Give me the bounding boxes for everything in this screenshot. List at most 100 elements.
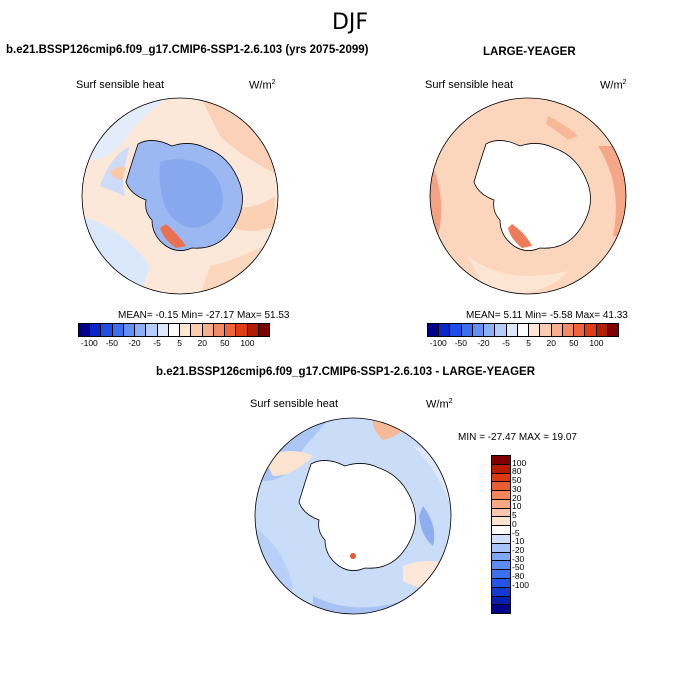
colorbar-swatch (157, 324, 169, 336)
colorbar-swatch (90, 324, 102, 336)
colorbar-swatches (78, 323, 270, 337)
colorbar-tick-label: -100 (429, 338, 447, 348)
colorbar-tick-label: 50 (220, 338, 230, 348)
colorbar-swatch (574, 324, 586, 336)
colorbar-top-right-ticks: -100 -50 -20 -5 5 20 50 100 (0, 338, 700, 350)
panel-right-stats: MEAN= 5.11 Min= -5.58 Max= 41.33 (466, 310, 628, 321)
colorbar-swatch (439, 324, 451, 336)
colorbar-tick-label: 5 (177, 338, 182, 348)
colorbar-tick-label: 80 (512, 466, 522, 477)
colorbar-swatch (562, 324, 575, 336)
colorbar-top-left (78, 323, 270, 337)
colorbar-tick-label: -20 (477, 338, 490, 348)
colorbar-tick-label: 50 (569, 338, 579, 348)
colorbar-top-left-ticks: -100 -50 -20 -5 5 20 50 100 (0, 338, 700, 350)
colorbar-tick-label: 50 (512, 475, 522, 486)
colorbar-swatch (540, 324, 552, 336)
colorbar-tick-label: 20 (512, 492, 522, 503)
colorbar-swatch (191, 324, 203, 336)
panel-bottom-stats: MIN = -27.47 MAX = 19.07 (458, 432, 577, 443)
panel-left-title: b.e21.BSSP126cmip6.f09_g17.CMIP6-SSP1-2.… (6, 44, 369, 56)
colorbar-swatch (492, 526, 510, 536)
colorbar-swatches (427, 323, 619, 337)
colorbar-tick-label: 5 (526, 338, 531, 348)
colorbar-tick-label: -5 (512, 527, 520, 538)
panel-left-stats: MEAN= -0.15 Min= -27.17 Max= 51.53 (118, 310, 290, 321)
colorbar-swatch (492, 456, 510, 465)
colorbar-tick-label: -100 (512, 579, 530, 590)
colorbar-tick-label: 0 (512, 518, 517, 529)
colorbar-swatch (123, 324, 136, 336)
colorbar-tick-label: -20 (128, 338, 141, 348)
colorbar-swatch (492, 535, 510, 544)
colorbar-swatch (461, 324, 473, 336)
colorbar-swatch (225, 324, 237, 336)
colorbar-swatch (180, 324, 192, 336)
colorbar-swatch (112, 324, 124, 336)
colorbar-tick-label: -30 (512, 553, 525, 564)
colorbar-swatch (492, 561, 510, 571)
colorbar-swatch (506, 324, 518, 336)
colorbar-swatch (529, 324, 541, 336)
panel-right-map (429, 97, 627, 295)
colorbar-swatch (247, 324, 259, 336)
colorbar-swatch (492, 543, 510, 553)
colorbar-swatch (492, 587, 510, 597)
page-title: DJF (331, 10, 369, 35)
colorbar-tick-label: 100 (240, 338, 255, 348)
colorbar-swatch (585, 324, 597, 336)
colorbar-tick-label: -10 (512, 536, 525, 547)
colorbar-tick-label: 100 (589, 338, 604, 348)
colorbar-tick-label: 30 (512, 483, 522, 494)
panel-right-units: W/m2 (600, 79, 627, 92)
colorbar-swatch (202, 324, 214, 336)
colorbar-tick-label: -100 (80, 338, 98, 348)
colorbar-swatch (492, 508, 510, 518)
colorbar-tick-label: 20 (197, 338, 207, 348)
colorbar-tick-label: 20 (546, 338, 556, 348)
panel-right-title: LARGE-YEAGER (483, 46, 576, 58)
colorbar-bottom (491, 455, 511, 614)
colorbar-swatch (492, 570, 510, 579)
colorbar-tick-label: 10 (512, 501, 522, 512)
panel-bottom-variable: Surf sensible heat (250, 398, 339, 410)
panel-bottom-title: b.e21.BSSP126cmip6.f09_g17.CMIP6-SSP1-2.… (156, 366, 536, 378)
colorbar-swatch (101, 324, 113, 336)
colorbar-swatch (146, 324, 158, 336)
colorbar-swatch (79, 324, 91, 336)
colorbar-swatch (484, 324, 496, 336)
colorbar-swatch (517, 324, 530, 336)
colorbar-swatch (428, 324, 440, 336)
colorbar-swatch (492, 605, 510, 614)
colorbar-tick-label: -80 (512, 571, 525, 582)
colorbar-swatch (607, 324, 618, 336)
colorbar-tick-label: -5 (153, 338, 161, 348)
colorbar-swatch (135, 324, 147, 336)
colorbar-swatch (492, 464, 510, 474)
panel-left-variable: Surf sensible heat (76, 79, 165, 91)
panel-bottom-map (254, 417, 452, 615)
colorbar-tick-label: -50 (454, 338, 468, 348)
colorbar-swatch (236, 324, 248, 336)
colorbar-swatch (492, 578, 510, 588)
panel-right-variable: Surf sensible heat (425, 79, 514, 91)
colorbar-swatch (492, 491, 510, 500)
colorbar-swatch (168, 324, 181, 336)
panel-left-map (81, 97, 279, 295)
colorbar-swatch (551, 324, 563, 336)
panel-left-units: W/m2 (249, 79, 276, 92)
colorbar-swatch (213, 324, 226, 336)
colorbar-tick-label: -5 (502, 338, 510, 348)
colorbar-swatch (596, 324, 608, 336)
colorbar-tick-label: -50 (512, 562, 525, 573)
colorbar-swatch (472, 324, 485, 336)
colorbar-swatch (495, 324, 507, 336)
colorbar-top-right (427, 323, 619, 337)
colorbar-swatch (492, 517, 510, 527)
colorbar-tick-label: -20 (512, 544, 525, 555)
colorbar-tick-label: 100 (512, 457, 527, 468)
colorbar-swatch (258, 324, 269, 336)
colorbar-swatch (492, 473, 510, 483)
colorbar-swatch (492, 596, 510, 606)
panel-bottom-units: W/m2 (426, 398, 453, 411)
